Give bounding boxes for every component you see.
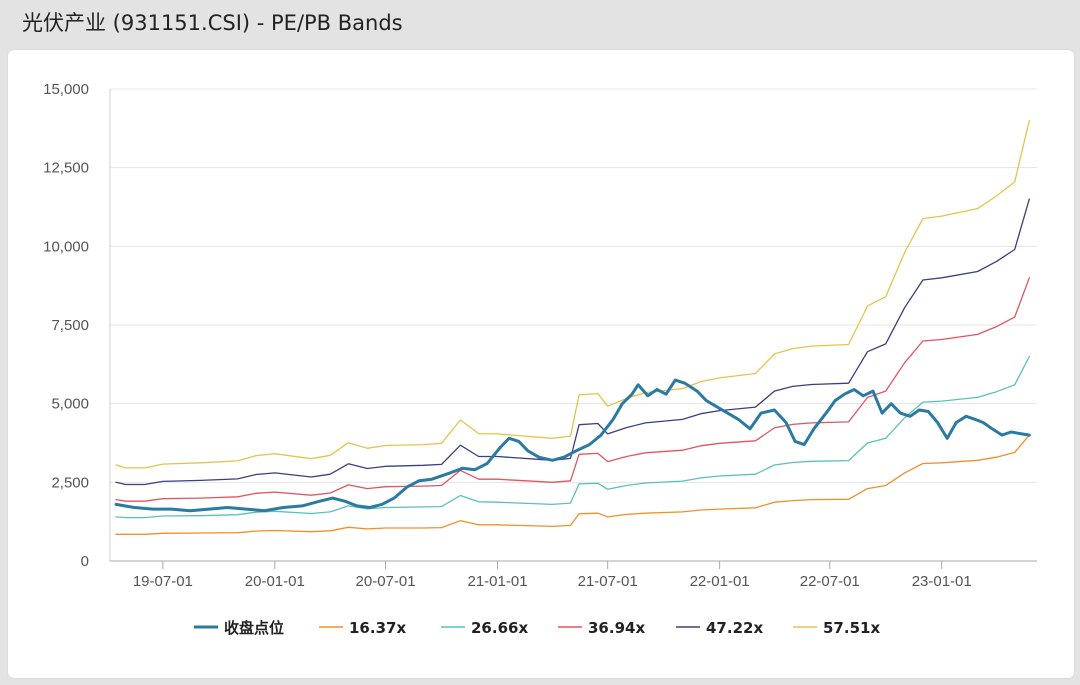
y-tick-label: 5,000: [51, 396, 89, 413]
legend-item: 47.22x: [676, 619, 763, 637]
x-tick-label: 20-01-01: [245, 573, 305, 590]
x-tick-label: 21-01-01: [468, 573, 528, 590]
legend-label: 26.66x: [471, 619, 528, 637]
series-line-57.51x: [115, 119, 1030, 469]
chart-title: 光伏产业 (931151.CSI) - PE/PB Bands: [22, 11, 403, 35]
y-tick-label: 7,500: [51, 317, 89, 334]
series-line-36.94x: [115, 277, 1030, 502]
y-tick-label: 2,500: [51, 474, 89, 491]
series-line-47.22x: [115, 198, 1030, 486]
series-line-16.37x: [115, 434, 1030, 535]
y-tick-label: 10,000: [43, 238, 89, 255]
legend-item: 16.37x: [319, 619, 406, 637]
x-tick-label: 21-07-01: [578, 573, 638, 590]
legend-item: 36.94x: [558, 619, 645, 637]
legend-label: 16.37x: [349, 619, 406, 637]
x-tick-label: 20-07-01: [356, 573, 416, 590]
series-line-close: [114, 378, 1031, 513]
x-axis: 19-07-01 20-01-01 20-07-01 21-01-01 21-07-01…: [110, 560, 1037, 590]
legend-item: 57.51x: [793, 619, 880, 637]
x-tick-label: 22-01-01: [690, 573, 750, 590]
chart-card: [8, 50, 1074, 678]
legend-label: 收盘点位: [224, 619, 284, 637]
legend: 收盘点位 16.37x 26.66x 36.94x 47.22x 57.51x: [194, 619, 880, 637]
legend-item: 26.66x: [441, 619, 528, 637]
series-lines: [114, 119, 1031, 535]
y-tick-label: 15,000: [43, 81, 89, 98]
x-tick-label: 23-01-01: [912, 573, 972, 590]
y-tick-label: 0: [81, 553, 89, 570]
grid-lines: [110, 88, 1037, 483]
y-axis: 0 2,500 5,000 7,500 10,000 12,500 15,000: [43, 81, 111, 570]
legend-item: 收盘点位: [194, 619, 284, 637]
x-tick-label: 22-07-01: [800, 573, 860, 590]
series-line-26.66x: [115, 355, 1030, 519]
legend-label: 36.94x: [588, 619, 645, 637]
legend-label: 57.51x: [823, 619, 880, 637]
y-tick-label: 12,500: [43, 160, 89, 177]
x-tick-label: 19-07-01: [133, 573, 193, 590]
legend-label: 47.22x: [706, 619, 763, 637]
title-bar: 光伏产业 (931151.CSI) - PE/PB Bands: [0, 0, 1080, 44]
